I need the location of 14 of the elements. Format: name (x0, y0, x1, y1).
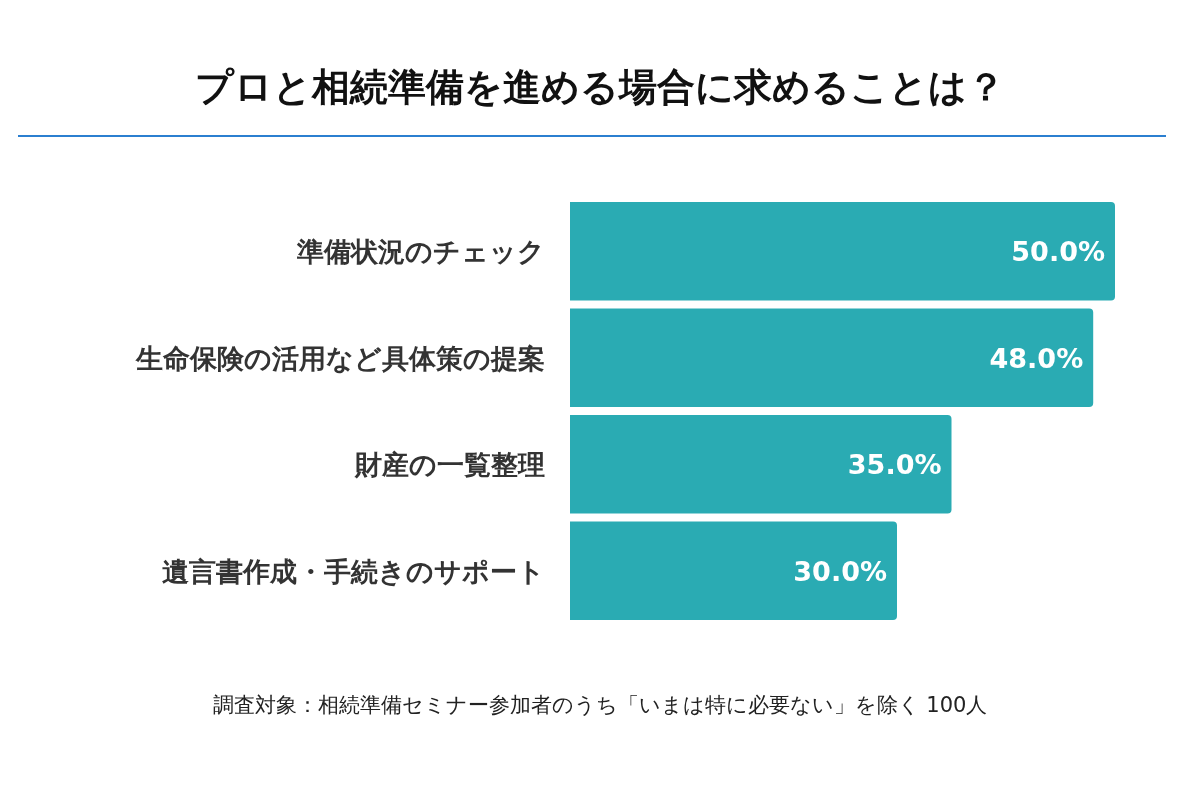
y-tick-label: 財産の一覧整理 (354, 449, 545, 481)
bar (570, 308, 1094, 407)
data-label: 35.0% (847, 449, 942, 481)
data-label: 50.0% (1011, 236, 1105, 268)
y-tick-label: 準備状況のチェック (296, 236, 545, 268)
chart-title: プロと相続準備を進める場合に求めることは？ (195, 65, 1005, 109)
data-label: 48.0% (989, 342, 1084, 374)
y-tick-label: 遺言書作成・手続きのサポート (162, 555, 545, 587)
text: 調査対象：相続準備セミナー参加者のうち「いまは特に必要ない」を除く 100人 (212, 693, 988, 717)
data-label: 30.0% (793, 555, 887, 587)
y-tick-label: 生命保険の活用など具体策の提案 (135, 342, 545, 374)
bar (570, 521, 897, 620)
bar (570, 415, 952, 514)
bar (570, 202, 1115, 301)
